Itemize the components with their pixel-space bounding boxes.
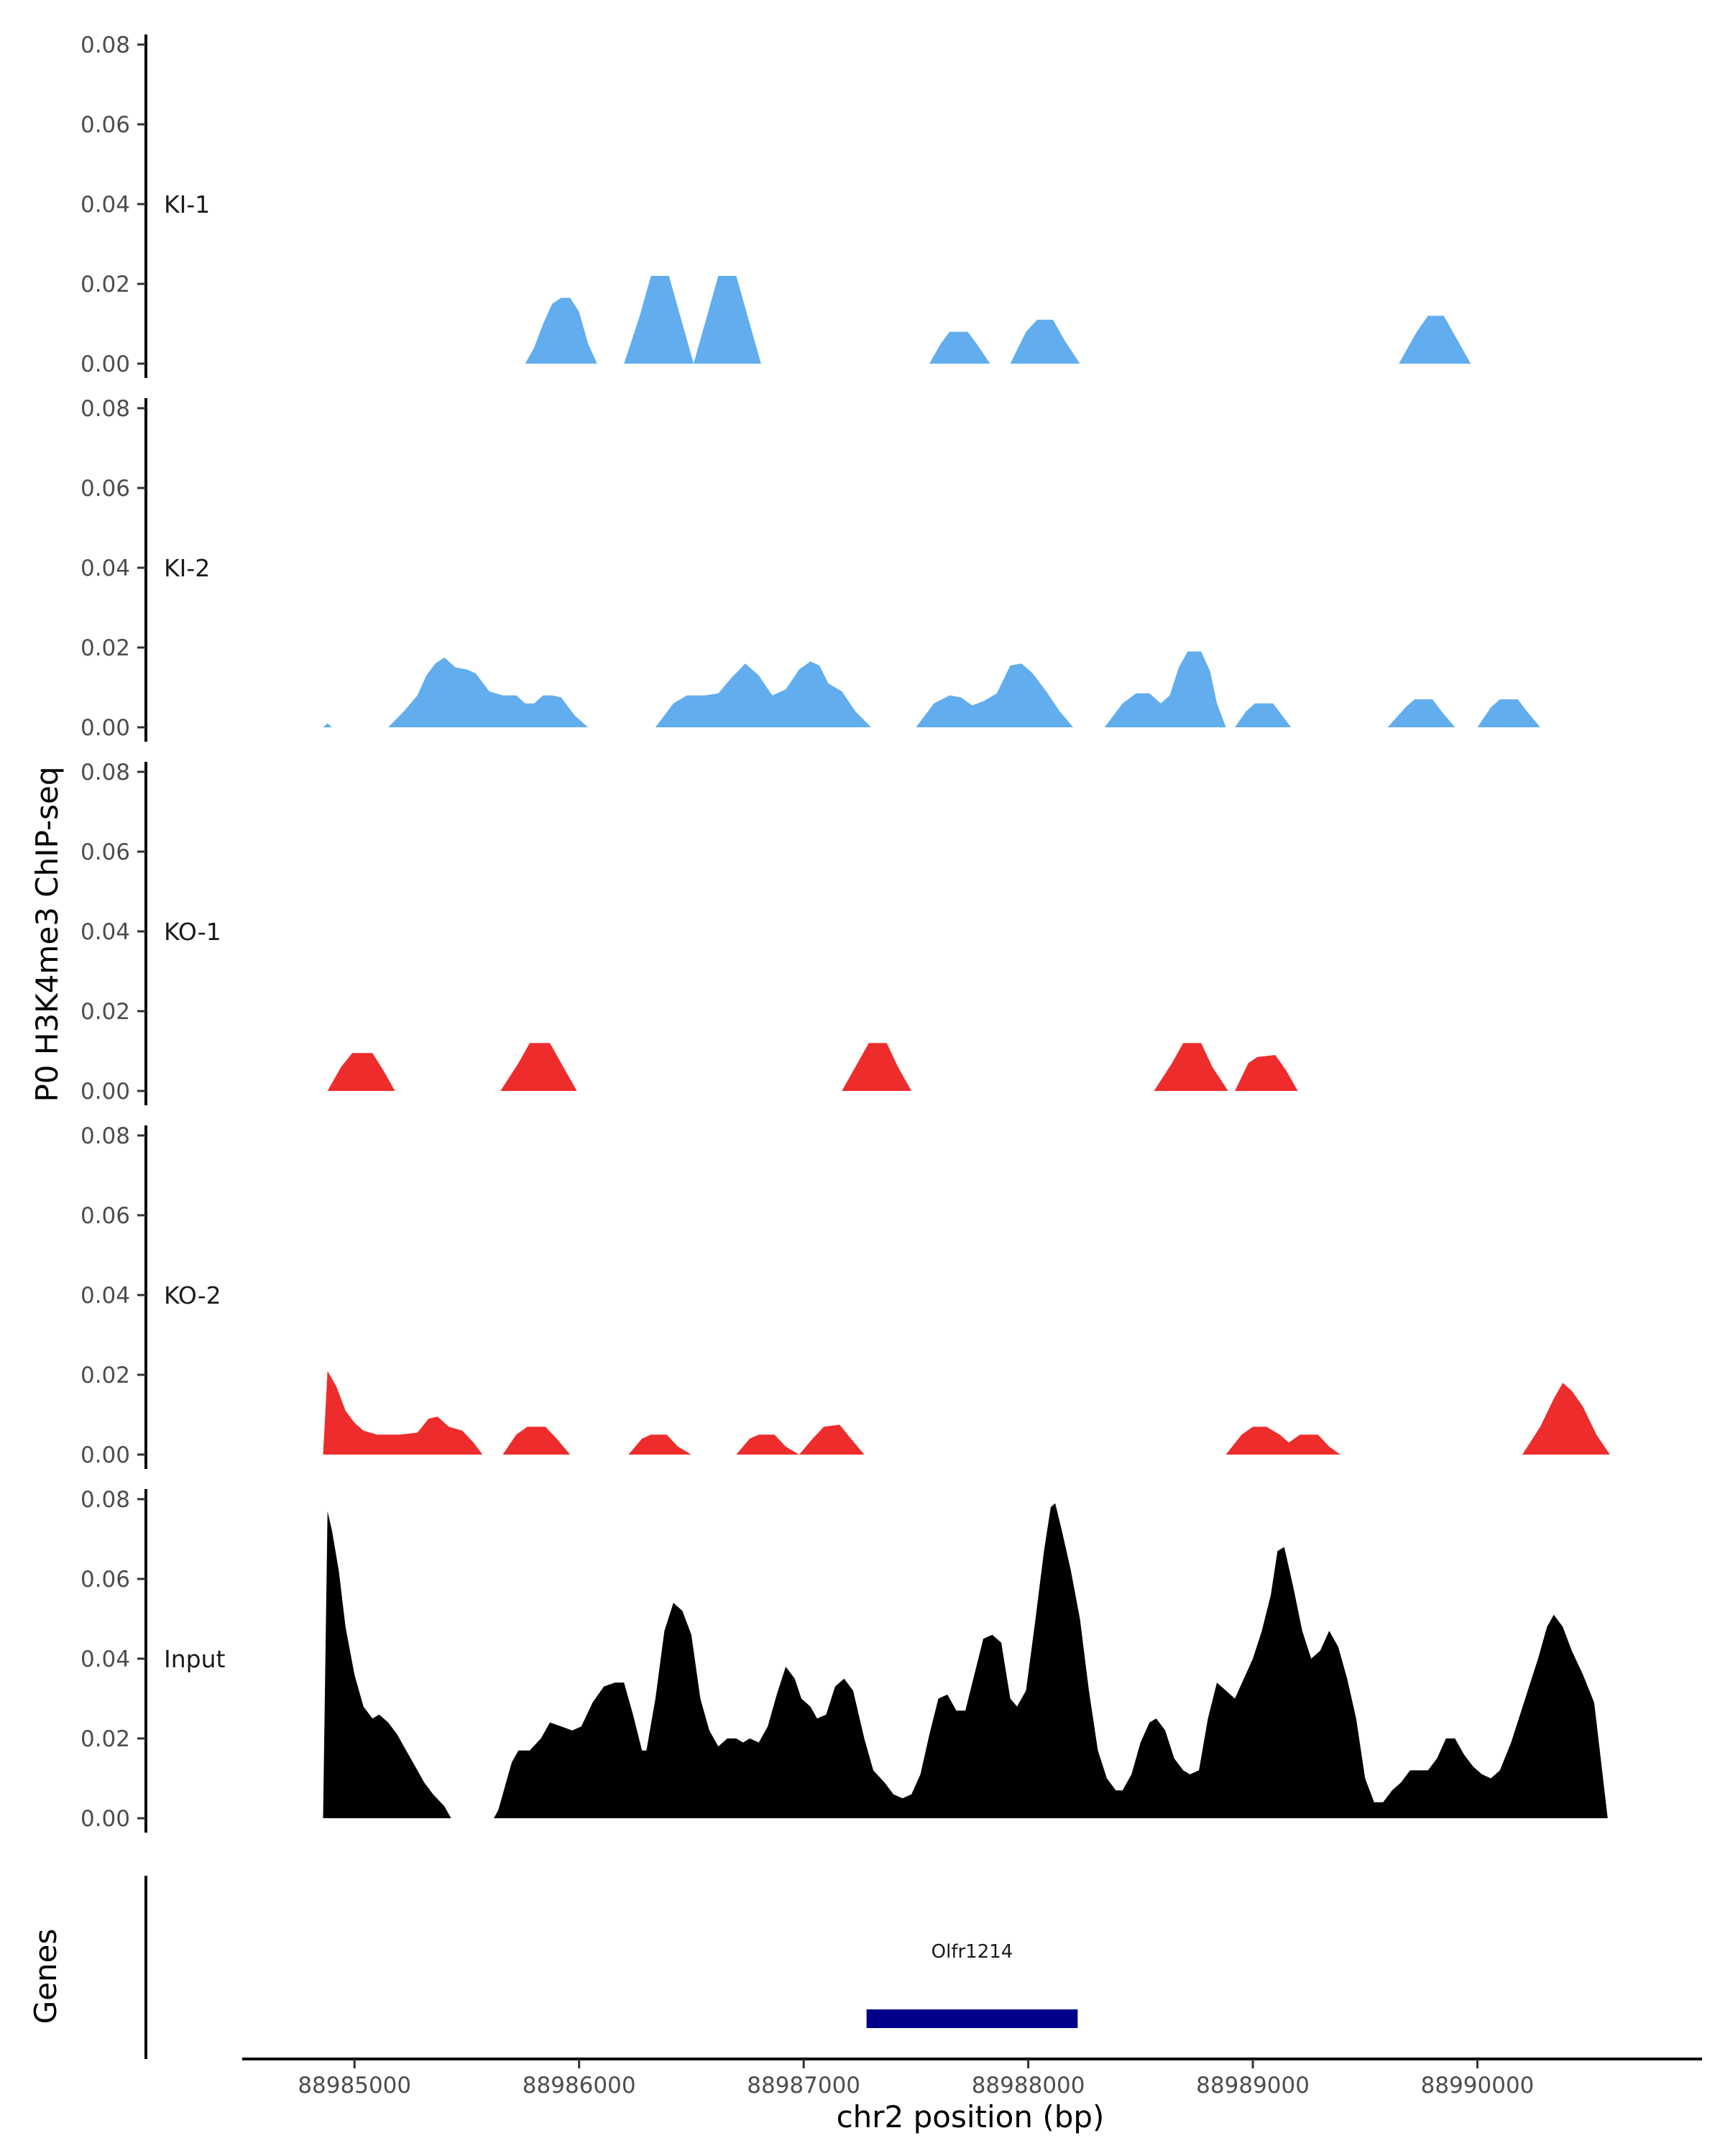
y-tick-label: 0.04 xyxy=(80,1646,130,1672)
signal-area-ki-1 xyxy=(929,331,990,364)
track-ki-1: 0.00 0.02 0.04 0.06 0.08 KI-1 xyxy=(80,32,1471,378)
y-tick-label: 0.04 xyxy=(80,919,130,945)
gene-label: Olfr1214 xyxy=(932,1941,1013,1963)
y-tick-label: 0.00 xyxy=(80,715,130,741)
signal-area-ko-1 xyxy=(500,1043,577,1091)
signal-area-ki-2 xyxy=(1477,699,1540,727)
y-tick-label: 0.08 xyxy=(80,760,130,786)
x-axis: chr2 position (bp) 88985000 88986000 88987… xyxy=(242,2058,1702,2134)
gene-track-title: Genes xyxy=(28,1929,63,2024)
y-tick-label: 0.04 xyxy=(80,556,130,581)
track-label: KI-2 xyxy=(164,554,210,582)
y-tick-label: 0.06 xyxy=(80,112,130,138)
signal-area-ki-2 xyxy=(1235,703,1292,727)
y-tick-label: 0.08 xyxy=(80,396,130,422)
x-axis-title: chr2 position (bp) xyxy=(837,2099,1105,2134)
y-tick-label: 0.00 xyxy=(80,1806,130,1832)
x-tick-label: 88988000 xyxy=(972,2073,1085,2099)
signal-area-ki-2 xyxy=(916,663,1074,727)
y-tick-label: 0.06 xyxy=(80,839,130,865)
y-tick-label: 0.02 xyxy=(80,635,130,661)
y-tick-label: 0.02 xyxy=(80,999,130,1025)
y-tick-label: 0.06 xyxy=(80,1567,130,1593)
y-tick-label: 0.04 xyxy=(80,1283,130,1309)
x-tick-label: 88985000 xyxy=(298,2073,411,2099)
gene-panel: Genes Olfr1214 xyxy=(28,1876,1078,2059)
y-tick-label: 0.06 xyxy=(80,476,130,502)
y-axis-title: P0 H3K4me3 ChIP-seq xyxy=(29,766,65,1102)
track-label: KI-1 xyxy=(164,190,210,218)
track-label: KO-2 xyxy=(164,1281,221,1309)
y-tick-label: 0.06 xyxy=(80,1203,130,1229)
y-tick-label: 0.00 xyxy=(80,351,130,377)
signal-area-input xyxy=(323,1511,451,1818)
signal-area-ko-2 xyxy=(1225,1427,1340,1455)
y-tick-label: 0.02 xyxy=(80,272,130,298)
y-tick-label: 0.02 xyxy=(80,1363,130,1388)
track-ko-1: 0.00 0.02 0.04 0.06 0.08 KO-1 xyxy=(80,760,1298,1105)
x-tick-label: 88986000 xyxy=(523,2073,636,2099)
signal-area-ko-2 xyxy=(736,1434,799,1455)
signal-area-ko-1 xyxy=(842,1043,912,1091)
gene-body xyxy=(866,2009,1078,2028)
y-tick-label: 0.02 xyxy=(80,1726,130,1752)
x-tick-label: 88989000 xyxy=(1196,2073,1310,2099)
track-label: Input xyxy=(164,1645,226,1673)
signal-area-ko-2 xyxy=(502,1427,571,1455)
signal-area-ki-1 xyxy=(525,298,597,364)
y-tick-label: 0.08 xyxy=(80,1487,130,1513)
y-tick-label: 0.00 xyxy=(80,1079,130,1105)
signal-area-input xyxy=(494,1503,1608,1818)
x-tick-label: 88990000 xyxy=(1421,2073,1535,2099)
signal-area-ki-2 xyxy=(655,661,871,727)
signal-area-ki-1 xyxy=(1399,315,1471,364)
signal-area-ko-1 xyxy=(1235,1055,1298,1091)
y-tick-label: 0.00 xyxy=(80,1442,130,1468)
signal-area-ko-2 xyxy=(799,1424,865,1455)
track-label: KO-1 xyxy=(164,918,221,946)
signal-area-ko-2 xyxy=(1522,1383,1610,1455)
signal-area-ki-1 xyxy=(624,275,761,364)
signal-area-ki-2 xyxy=(1104,651,1226,727)
track-input: 0.00 0.02 0.04 0.06 0.08 Input xyxy=(80,1487,1608,1833)
signal-area-ko-2 xyxy=(323,1370,483,1455)
signal-area-ki-2 xyxy=(323,723,332,727)
signal-area-ki-2 xyxy=(388,657,589,727)
y-tick-label: 0.04 xyxy=(80,192,130,218)
signal-area-ko-1 xyxy=(327,1053,395,1091)
track-ko-2: 0.00 0.02 0.04 0.06 0.08 KO-2 xyxy=(80,1123,1610,1469)
track-ki-2: 0.00 0.02 0.04 0.06 0.08 KI-2 xyxy=(80,396,1540,742)
x-tick-label: 88987000 xyxy=(747,2073,860,2099)
y-tick-label: 0.08 xyxy=(80,32,130,58)
signal-area-ko-1 xyxy=(1154,1043,1228,1091)
y-tick-label: 0.08 xyxy=(80,1123,130,1149)
signal-area-ki-1 xyxy=(1010,319,1080,364)
signal-area-ko-2 xyxy=(628,1434,691,1455)
signal-area-ki-2 xyxy=(1387,699,1455,727)
track-panels: 0.00 0.02 0.04 0.06 0.08 KI-1 0.00 0.02 0.04 0.06… xyxy=(80,32,1610,1833)
